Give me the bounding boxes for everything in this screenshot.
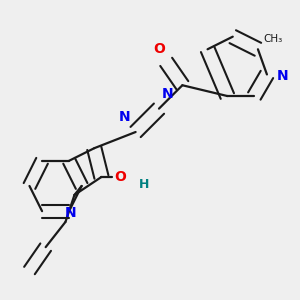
Text: N: N: [118, 110, 130, 124]
Text: N: N: [277, 69, 289, 83]
Text: CH₃: CH₃: [263, 34, 283, 44]
Text: O: O: [153, 43, 165, 56]
Text: N: N: [162, 87, 173, 101]
Text: O: O: [114, 170, 126, 184]
Text: H: H: [139, 178, 150, 191]
Text: N: N: [65, 206, 77, 220]
